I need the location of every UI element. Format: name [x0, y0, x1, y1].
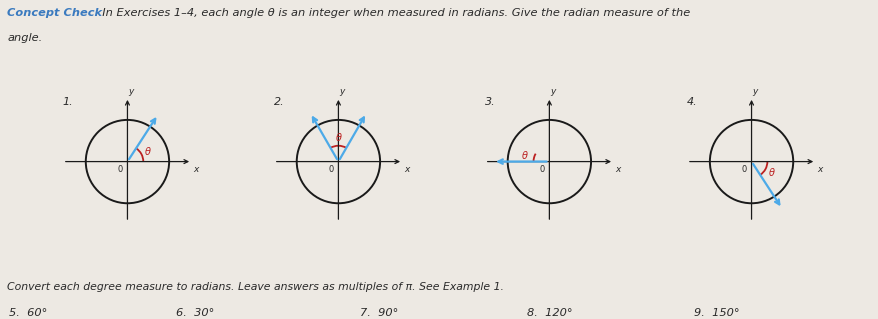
Text: x: x — [192, 165, 198, 174]
Text: y: y — [550, 87, 555, 96]
Text: 0: 0 — [538, 165, 543, 174]
Text: $\theta$: $\theta$ — [144, 145, 151, 157]
Text: y: y — [128, 87, 133, 96]
Text: Concept Check: Concept Check — [7, 8, 102, 18]
Text: $\theta$: $\theta$ — [767, 166, 774, 178]
Text: 8.  120°: 8. 120° — [527, 308, 572, 318]
Text: x: x — [614, 165, 620, 174]
Text: 0: 0 — [327, 165, 333, 174]
Text: In Exercises 1–4, each angle θ is an integer when measured in radians. Give the : In Exercises 1–4, each angle θ is an int… — [95, 8, 689, 18]
Text: x: x — [403, 165, 409, 174]
Text: 0: 0 — [740, 165, 745, 174]
Text: $\theta$: $\theta$ — [521, 149, 529, 161]
Text: angle.: angle. — [7, 33, 42, 43]
Text: 5.  60°: 5. 60° — [9, 308, 47, 318]
Text: y: y — [752, 87, 757, 96]
Text: 3.: 3. — [485, 97, 495, 107]
Text: 0: 0 — [117, 165, 122, 174]
Text: 4.: 4. — [687, 97, 697, 107]
Text: 2.: 2. — [274, 97, 284, 107]
Text: 7.  90°: 7. 90° — [360, 308, 399, 318]
Text: y: y — [339, 87, 344, 96]
Text: 1.: 1. — [63, 97, 74, 107]
Text: Convert each degree measure to radians. Leave answers as multiples of π. See Exa: Convert each degree measure to radians. … — [7, 282, 503, 292]
Text: $\theta$: $\theta$ — [335, 131, 342, 144]
Text: 9.  150°: 9. 150° — [694, 308, 739, 318]
Text: x: x — [816, 165, 822, 174]
Text: 6.  30°: 6. 30° — [176, 308, 214, 318]
